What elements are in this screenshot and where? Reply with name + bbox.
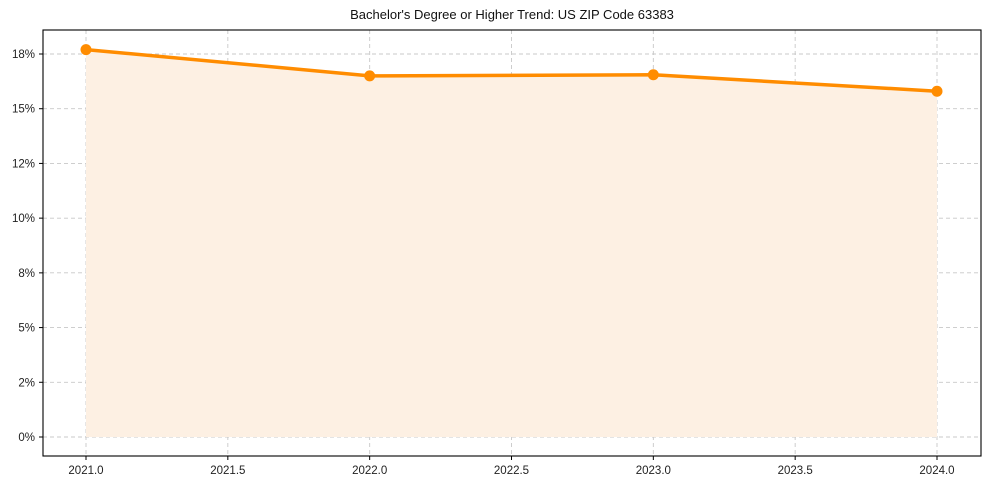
x-tick-label: 2021.0 [68,465,103,477]
area-fill [86,49,937,437]
y-tick-label: 15% [12,104,35,116]
y-tick-label: 0% [18,432,35,444]
y-tick-label: 10% [12,213,35,225]
data-point-marker [647,69,659,81]
data-markers [80,44,943,97]
x-tick-label: 2023.0 [636,465,671,477]
x-tick-label: 2021.5 [210,465,245,477]
y-tick-label: 12% [12,158,35,170]
data-line [84,47,939,93]
area-fill-path [86,49,937,437]
data-point-marker [80,44,92,56]
y-tick-label: 18% [12,49,35,61]
series-line [84,47,939,93]
x-tick-label: 2022.0 [352,465,387,477]
x-tick-label: 2022.5 [494,465,529,477]
y-tick-label: 5% [18,323,35,335]
x-tick-label: 2023.5 [778,465,813,477]
y-tick-label: 8% [18,268,35,280]
data-point-marker [364,70,376,82]
y-tick-label: 2% [18,377,35,389]
chart-title: Bachelor's Degree or Higher Trend: US ZI… [350,7,674,22]
x-tick-label: 2024.0 [919,465,954,477]
y-axis: 0% 2% 5% 8% 10% 12% 15% 18% [12,49,43,444]
x-axis: 2021.0 2021.5 2022.0 2022.5 2023.0 2023.5 2024… [68,456,955,477]
data-point-marker [931,85,943,97]
